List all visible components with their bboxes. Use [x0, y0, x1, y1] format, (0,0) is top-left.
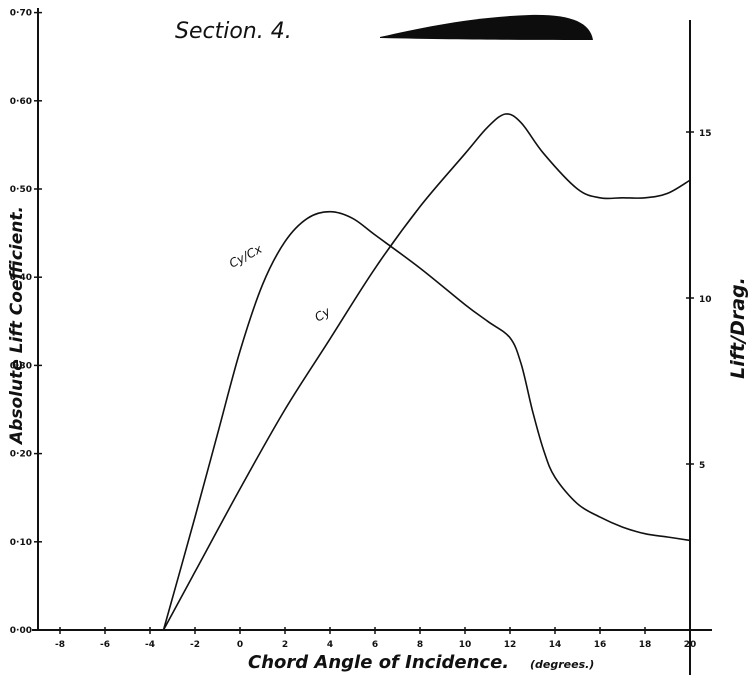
series-label-layer: Cy/Cx Cy [227, 241, 334, 324]
x-tick-label: 10 [459, 640, 472, 650]
y-right-tick-label: 5 [699, 461, 705, 471]
y-left-tick-label: 0·70 [10, 9, 32, 19]
y-axis-right-label: Lift/Drag. [727, 277, 749, 379]
y-left-tick-label: 0·20 [10, 450, 32, 460]
x-tick-label: -2 [190, 640, 200, 650]
x-tick-label: 18 [639, 640, 652, 650]
y-left-tick-label: 0·10 [10, 538, 32, 548]
y-axis-left-label: Absolute Lift Coefficient. [7, 206, 27, 446]
y-right-tick-label: 10 [699, 295, 712, 305]
y-left-tick-label: 0·50 [10, 185, 32, 195]
x-tick-label: 16 [594, 640, 607, 650]
x-tick-label: 0 [237, 640, 243, 650]
y-left-tick-label: 0·30 [10, 361, 32, 371]
x-axis-label: Chord Angle of Incidence. [248, 652, 509, 673]
series-line-cycx [162, 210, 691, 631]
x-tick-label: 14 [549, 640, 562, 650]
chart-title: Section. 4. [175, 19, 292, 44]
x-tick-label: 20 [684, 640, 697, 650]
y-left-tick-label: 0·40 [10, 273, 32, 283]
airfoil-section-icon [380, 14, 593, 40]
y-left-tick-label: 0·60 [10, 97, 32, 107]
series-layer [162, 113, 691, 631]
x-tick-label: -6 [100, 640, 110, 650]
series-label-cy: Cy [312, 304, 333, 325]
x-axis-unit: (degrees.) [530, 658, 594, 671]
x-tick-label: -4 [145, 640, 155, 650]
y-right-tick-label: 15 [699, 129, 712, 139]
x-tick-label: 6 [372, 640, 378, 650]
x-tick-label: 4 [327, 640, 333, 650]
x-tick-label: 8 [417, 640, 423, 650]
series-line-cy [162, 113, 691, 631]
x-tick-label: 12 [504, 640, 517, 650]
x-tick-label: 2 [282, 640, 288, 650]
series-label-cycx: Cy/Cx [227, 241, 265, 270]
x-tick-label: -8 [55, 640, 65, 650]
tick-layer: -8 -6 -4 -2 0 2 4 6 8 10 12 14 16 18 20 0·00 0·10 0·20 0·3… [10, 9, 712, 650]
y-left-tick-label: 0·00 [10, 626, 32, 636]
